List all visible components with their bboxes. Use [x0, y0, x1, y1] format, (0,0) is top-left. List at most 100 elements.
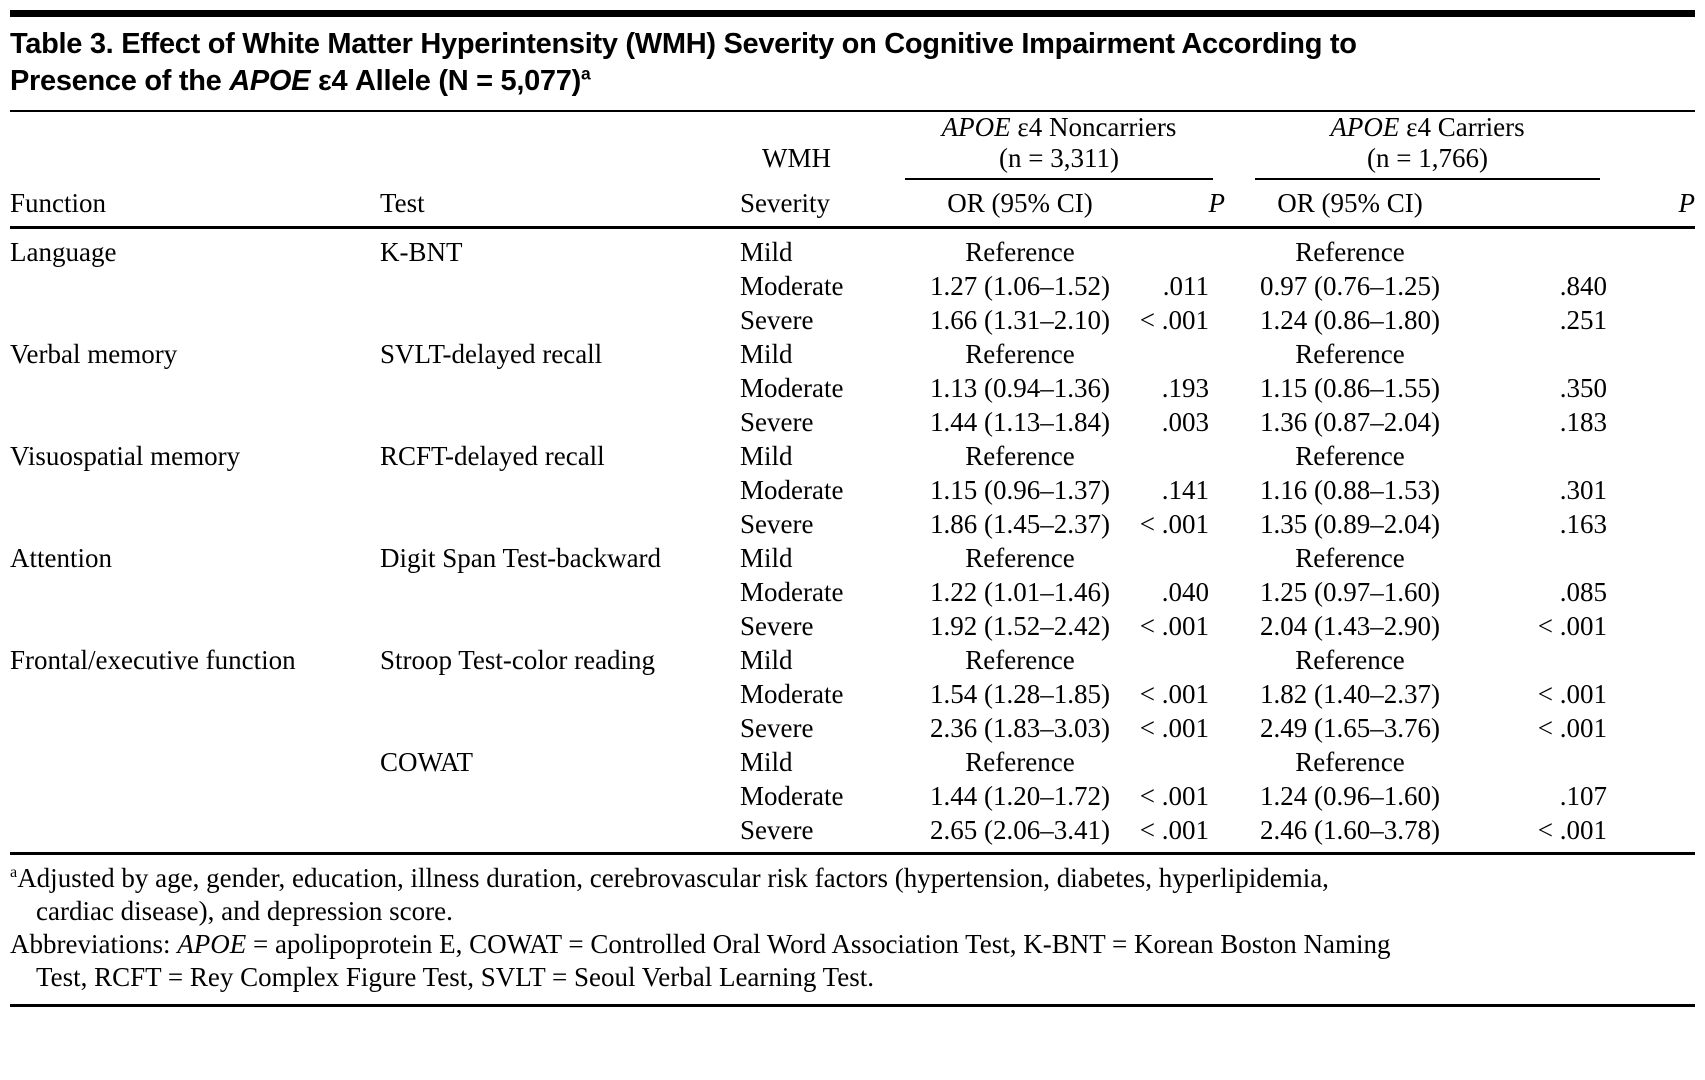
- cell-test: [380, 371, 740, 405]
- cell-carrier-or: Reference: [1295, 645, 1405, 675]
- table-row: Moderate 1.27 (1.06–1.52) .011 0.97 (0.76–1…: [10, 269, 1695, 303]
- cell-function: [10, 371, 380, 405]
- table-header: WMH APOE ε4 Noncarriers (n = 3,311) APOE…: [10, 112, 1696, 229]
- cell-carrier-or: Reference: [1295, 237, 1405, 267]
- table-row: Moderate 1.22 (1.01–1.46) .040 1.25 (0.97–1…: [10, 575, 1695, 609]
- bottom-rule: [10, 1004, 1695, 1007]
- cell-wmh-severity: Severe: [740, 611, 814, 641]
- group1-n-count: (n = 3,311): [999, 143, 1119, 173]
- cell-wmh-severity: Severe: [740, 815, 814, 845]
- cell-noncarrier-or: 1.44 (1.20–1.72): [930, 781, 1110, 811]
- cell-noncarrier-or: 1.22 (1.01–1.46): [930, 577, 1110, 607]
- table-row: Moderate 1.54 (1.28–1.85) < .001 1.82 (1.40…: [10, 677, 1695, 711]
- cell-noncarrier-p: [1135, 745, 1225, 779]
- cell-wmh-severity: Severe: [740, 305, 814, 335]
- cell-noncarrier-p: < .001: [1139, 611, 1210, 641]
- cell-wmh-severity: Moderate: [740, 475, 844, 505]
- cell-carrier-or: 1.24 (0.96–1.60): [1260, 781, 1440, 811]
- col-header-carrier-or: OR (95% CI): [1225, 180, 1476, 229]
- cell-carrier-p: .350: [1559, 373, 1608, 403]
- cell-test: [380, 405, 740, 439]
- cell-wmh-severity: Severe: [740, 509, 814, 539]
- cell-noncarrier-or: 1.44 (1.13–1.84): [930, 407, 1110, 437]
- footnote-a-text: Adjusted by age, gender, education, illn…: [17, 863, 1329, 893]
- col-header-test: Test: [380, 180, 740, 229]
- cell-carrier-or: 0.97 (0.76–1.25): [1260, 271, 1440, 301]
- cell-noncarrier-or: 1.54 (1.28–1.85): [930, 679, 1110, 709]
- table-title-line1: Table 3. Effect of White Matter Hyperint…: [10, 28, 1357, 60]
- cell-noncarrier-p: [1135, 439, 1225, 473]
- footnote-a-line1: aAdjusted by age, gender, education, ill…: [10, 862, 1695, 895]
- col-header-function: Function: [10, 180, 380, 229]
- cell-wmh-severity: Mild: [740, 543, 793, 573]
- col-header-noncarrier-p: P: [1135, 180, 1226, 229]
- cell-noncarrier-or: 1.27 (1.06–1.52): [930, 271, 1110, 301]
- cell-test: [380, 269, 740, 303]
- table-row: Severe 1.86 (1.45–2.37) < .001 1.35 (0.89–2…: [10, 507, 1695, 541]
- cell-wmh-severity: Moderate: [740, 271, 844, 301]
- group2-apoe-italic: APOE: [1330, 112, 1400, 142]
- cell-test: [380, 575, 740, 609]
- group2-n-count: (n = 1,766): [1367, 143, 1488, 173]
- cell-function: [10, 405, 380, 439]
- table-row: Moderate 1.44 (1.20–1.72) < .001 1.24 (0.96…: [10, 779, 1695, 813]
- cell-wmh-severity: Mild: [740, 339, 793, 369]
- cell-test: [380, 507, 740, 541]
- cell-noncarrier-p: < .001: [1139, 305, 1210, 335]
- cell-noncarrier-p: [1135, 337, 1225, 371]
- cell-test: [380, 711, 740, 745]
- cell-noncarrier-or: 2.36 (1.83–3.03): [930, 713, 1110, 743]
- col-header-noncarrier-or: OR (95% CI): [905, 180, 1135, 229]
- cell-carrier-or: 2.46 (1.60–3.78): [1260, 815, 1440, 845]
- cell-test: [380, 609, 740, 643]
- cell-carrier-p: .085: [1559, 577, 1608, 607]
- cell-function: [10, 779, 380, 813]
- title-rule: [10, 110, 1695, 112]
- cell-function: [10, 303, 380, 337]
- cell-carrier-or: 1.25 (0.97–1.60): [1260, 577, 1440, 607]
- cell-carrier-or: 1.24 (0.86–1.80): [1260, 305, 1440, 335]
- cell-wmh-severity: Moderate: [740, 679, 844, 709]
- cell-function: Visuospatial memory: [10, 441, 241, 471]
- cell-carrier-p: .840: [1559, 271, 1608, 301]
- journal-table-page: Table 3. Effect of White Matter Hyperint…: [10, 10, 1696, 1007]
- title-apoe-italic: APOE: [229, 65, 311, 97]
- col-header-wmh-line1: WMH: [762, 143, 831, 173]
- cell-noncarrier-or: 1.86 (1.45–2.37): [930, 509, 1110, 539]
- table-row: Frontal/executive function Stroop Test-co…: [10, 643, 1695, 677]
- table-row: Severe 1.44 (1.13–1.84) .003 1.36 (0.87–2.0…: [10, 405, 1695, 439]
- column-header-row: Function Test Severity OR (95% CI) P OR …: [10, 180, 1696, 229]
- cell-function: [10, 473, 380, 507]
- cell-noncarrier-p: [1135, 228, 1225, 270]
- table-row: Moderate 1.15 (0.96–1.37) .141 1.16 (0.88–1…: [10, 473, 1695, 507]
- cell-noncarrier-or: Reference: [965, 645, 1075, 675]
- cell-carrier-p: .183: [1559, 407, 1608, 437]
- cell-function: [10, 711, 380, 745]
- cell-carrier-or: 1.82 (1.40–2.37): [1260, 679, 1440, 709]
- cell-noncarrier-or: Reference: [965, 441, 1075, 471]
- cell-carrier-p: [1475, 439, 1695, 473]
- group-name-carriers: APOE ε4 Carriers: [1255, 112, 1600, 143]
- cell-carrier-or: 1.16 (0.88–1.53): [1260, 475, 1440, 505]
- cell-test: Stroop Test-color reading: [380, 645, 656, 675]
- cell-noncarrier-or: 2.65 (2.06–3.41): [930, 815, 1110, 845]
- cell-wmh-severity: Severe: [740, 407, 814, 437]
- table-row: Language K-BNT Mild Reference Reference: [10, 228, 1695, 270]
- table-row: Moderate 1.13 (0.94–1.36) .193 1.15 (0.86–1…: [10, 371, 1695, 405]
- header-spacer-function: [10, 112, 380, 180]
- col-header-carrier-p: P: [1475, 180, 1696, 229]
- cell-carrier-or: 2.49 (1.65–3.76): [1260, 713, 1440, 743]
- cell-carrier-or: 1.35 (0.89–2.04): [1260, 509, 1440, 539]
- cell-carrier-p: < .001: [1537, 679, 1608, 709]
- cell-test: Digit Span Test-backward: [380, 543, 662, 573]
- cell-carrier-or: 1.36 (0.87–2.04): [1260, 407, 1440, 437]
- cell-noncarrier-p: [1135, 643, 1225, 677]
- title-footnote-marker: a: [580, 63, 591, 84]
- table-row: Severe 1.92 (1.52–2.42) < .001 2.04 (1.43–2…: [10, 609, 1695, 643]
- table-row: Visuospatial memory RCFT-delayed recall Mi…: [10, 439, 1695, 473]
- cell-test: [380, 473, 740, 507]
- cell-noncarrier-or: Reference: [965, 339, 1075, 369]
- cell-carrier-p: < .001: [1537, 611, 1608, 641]
- cell-wmh-severity: Mild: [740, 645, 793, 675]
- cell-carrier-or: Reference: [1295, 747, 1405, 777]
